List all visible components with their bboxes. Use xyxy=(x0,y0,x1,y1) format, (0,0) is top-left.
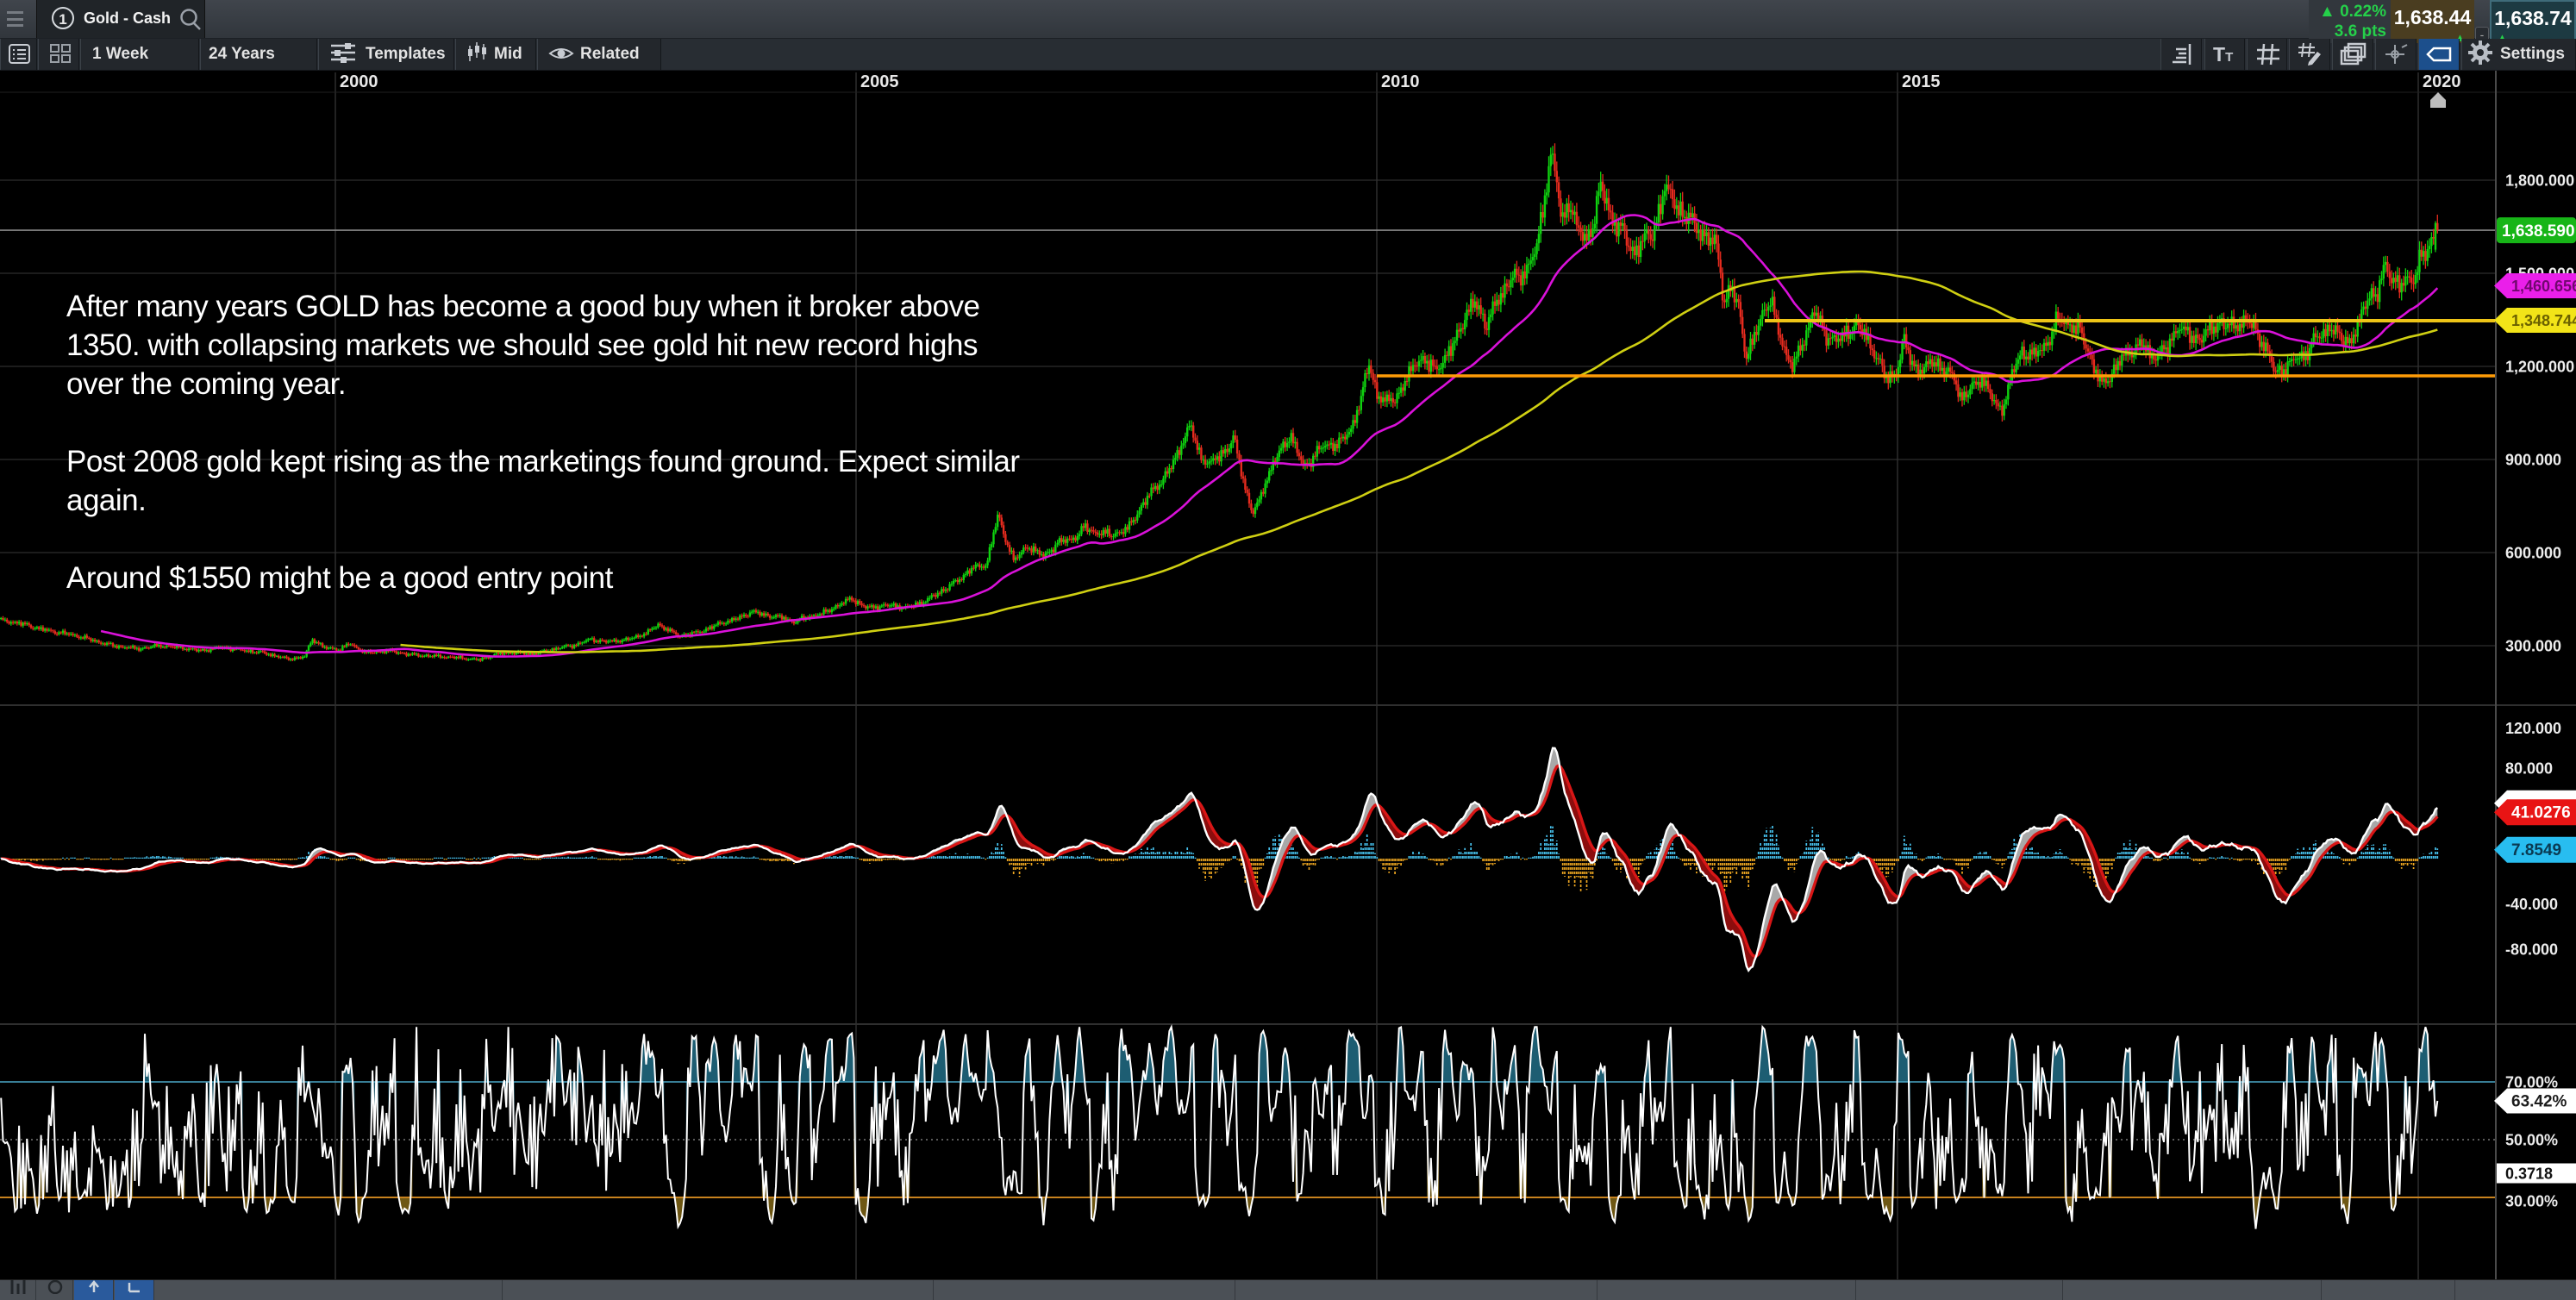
svg-text:80.000: 80.000 xyxy=(2505,760,2553,778)
svg-text:30.00%: 30.00% xyxy=(2505,1193,2558,1210)
svg-text:2015: 2015 xyxy=(1902,72,1941,91)
svg-text:300.000: 300.000 xyxy=(2505,638,2561,655)
svg-text:120.000: 120.000 xyxy=(2505,720,2561,737)
svg-text:70.00%: 70.00% xyxy=(2505,1074,2558,1091)
svg-text:63.42%: 63.42% xyxy=(2511,1093,2567,1111)
svg-text:0.3718: 0.3718 xyxy=(2505,1166,2553,1183)
svg-text:1,200.000: 1,200.000 xyxy=(2505,359,2574,376)
svg-text:1,460.656: 1,460.656 xyxy=(2511,278,2576,295)
svg-text:1,348.744: 1,348.744 xyxy=(2511,312,2576,329)
svg-text:-80.000: -80.000 xyxy=(2505,941,2558,959)
svg-text:-40.000: -40.000 xyxy=(2505,896,2558,913)
svg-text:2005: 2005 xyxy=(860,72,899,91)
svg-text:7.8549: 7.8549 xyxy=(2511,841,2561,859)
svg-text:2000: 2000 xyxy=(340,72,378,91)
svg-text:600.000: 600.000 xyxy=(2505,545,2561,562)
svg-text:2020: 2020 xyxy=(2423,72,2461,91)
svg-text:41.0276: 41.0276 xyxy=(2511,804,2571,822)
svg-text:900.000: 900.000 xyxy=(2505,452,2561,469)
svg-text:1,800.000: 1,800.000 xyxy=(2505,172,2574,190)
svg-text:50.00%: 50.00% xyxy=(2505,1132,2558,1149)
svg-text:1,638.590: 1,638.590 xyxy=(2502,222,2575,241)
svg-text:2010: 2010 xyxy=(1381,72,1420,91)
